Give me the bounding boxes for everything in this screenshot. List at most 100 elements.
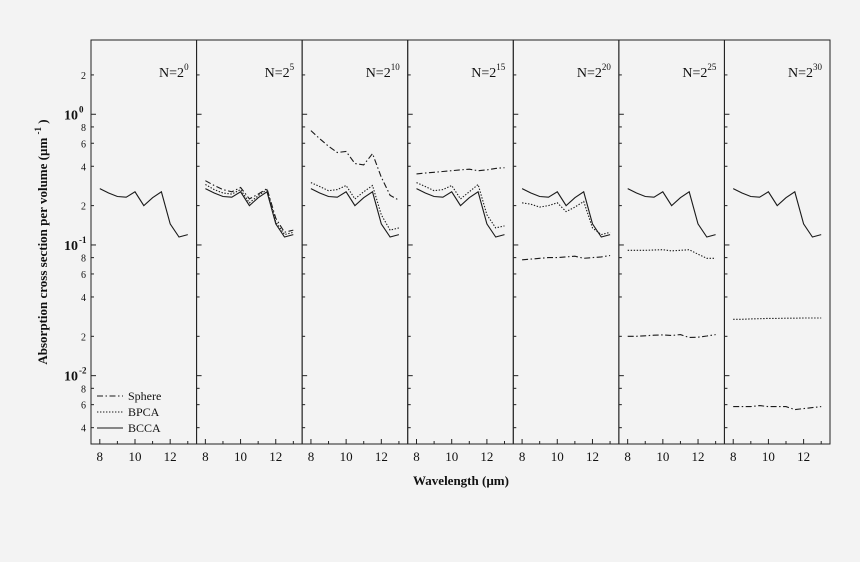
panel-1: 8 10 12 N=20 (90, 39, 198, 464)
series-line-sphere (416, 167, 505, 175)
panel-label: N=25 (265, 62, 295, 81)
x-tick-label: 10 (128, 449, 141, 464)
panel-6: 8 10 12 N=225 (618, 39, 725, 464)
y-minor-tick-label: 4 (81, 424, 86, 435)
series-line-sphere (310, 130, 400, 201)
panel-frame (407, 39, 514, 445)
legend-label: BCCA (128, 421, 161, 435)
panel-label-exponent: 15 (496, 62, 506, 72)
series-line-bcca (521, 188, 611, 238)
y-minor-tick-label: 8 (81, 254, 86, 265)
panel-label-exponent: 10 (391, 62, 401, 72)
panel-label-exponent: 5 (290, 62, 295, 72)
y-major-tick-exponent: -1 (79, 235, 87, 245)
panel-label-base: N=2 (788, 66, 813, 81)
panel-label-base: N=2 (471, 66, 496, 81)
y-axis-label-close: ) (35, 119, 50, 123)
y-minor-tick-label: 8 (81, 384, 86, 395)
x-tick-label: 12 (375, 449, 388, 464)
panel-label-base: N=2 (366, 66, 391, 81)
series-line-sphere (627, 334, 716, 339)
x-tick-label: 12 (692, 449, 705, 464)
panel-label-base: N=2 (159, 66, 184, 81)
series-line-bcca (416, 188, 505, 238)
panel-label-exponent: 25 (707, 62, 717, 72)
x-tick-label: 8 (413, 449, 420, 464)
panel-label-exponent: 0 (184, 62, 189, 72)
x-tick-label: 10 (551, 449, 564, 464)
y-minor-tick-label: 4 (81, 293, 86, 304)
y-minor-tick-label: 6 (81, 270, 86, 281)
panel-3: 8 10 12N=210 (301, 39, 409, 464)
series-line-bcca (627, 188, 716, 238)
x-tick-label: 10 (656, 449, 669, 464)
series-line-bpca (733, 317, 822, 320)
y-axis-label-main: Absorption cross section per volume (µm (35, 138, 50, 365)
series-line-bcca (99, 188, 188, 238)
panel-label: N=210 (366, 62, 401, 81)
x-tick-label: 12 (164, 449, 177, 464)
panel-frame (512, 39, 620, 445)
x-tick-label: 12 (480, 449, 493, 464)
panel-2: 8 10 12 N=25 (196, 39, 303, 464)
x-tick-label: 8 (308, 449, 315, 464)
panel-label: N=225 (682, 62, 717, 81)
series-line-sphere (205, 180, 294, 233)
panel-frame (723, 39, 831, 445)
panel-label-exponent: 30 (813, 62, 823, 72)
panel-label: N=215 (471, 62, 506, 81)
x-tick-label: 8 (97, 449, 104, 464)
panel-label-base: N=2 (577, 66, 602, 81)
x-tick-label: 10 (340, 449, 353, 464)
series-line-sphere (522, 254, 611, 261)
x-tick-label: 12 (797, 449, 810, 464)
y-minor-tick-label: 2 (81, 332, 86, 343)
x-tick-label: 10 (234, 449, 247, 464)
series-line-bcca (732, 188, 822, 238)
panel-frame (618, 39, 725, 445)
y-major-tick-label: 10 (64, 370, 78, 385)
y-major-tick-label: 10 (64, 239, 78, 254)
series-line-sphere (733, 405, 822, 411)
y-minor-tick-label: 6 (81, 139, 86, 150)
panel-label-base: N=2 (265, 66, 290, 81)
x-tick-label: 12 (269, 449, 282, 464)
series-line-bpca (416, 182, 505, 229)
legend-entry-sphere: Sphere (97, 389, 161, 403)
panel-label: N=20 (159, 62, 189, 81)
panel-label: N=230 (788, 62, 823, 81)
y-major-tick-exponent: 0 (79, 104, 84, 114)
x-tick-label: 8 (730, 449, 737, 464)
x-tick-label: 8 (202, 449, 209, 464)
panel-label-base: N=2 (682, 66, 707, 81)
y-major-tick-label: 10 (64, 108, 78, 123)
panel-label: N=220 (577, 62, 612, 81)
x-tick-label: 12 (586, 449, 599, 464)
x-tick-label: 10 (762, 449, 775, 464)
x-tick-label: 8 (519, 449, 526, 464)
panel-7: 8 10 12 N=230 (723, 39, 831, 464)
series-line-bcca (205, 188, 294, 238)
y-minor-tick-label: 8 (81, 123, 86, 134)
legend-entry-bpca: BPCA (97, 405, 160, 419)
y-minor-tick-label: 4 (81, 162, 86, 173)
y-axis-label-exponent: -1 (33, 126, 43, 134)
series-line-bcca (310, 188, 400, 238)
legend-entry-bcca: BCCA (97, 421, 161, 435)
series-line-bpca (522, 200, 611, 236)
panel-5: 8 10 12 N=220 (512, 39, 620, 464)
x-tick-label: 10 (445, 449, 458, 464)
series-line-bpca (205, 184, 294, 236)
panel-4: 8 10 12 N=215 (407, 39, 514, 464)
y-minor-tick-label: 6 (81, 401, 86, 412)
panel-frame (90, 39, 198, 445)
series-line-bpca (627, 249, 716, 259)
legend-label: BPCA (128, 405, 160, 419)
y-minor-tick-label: 2 (81, 202, 86, 213)
y-major-tick-exponent: -2 (79, 366, 87, 376)
legend-label: Sphere (128, 389, 161, 403)
